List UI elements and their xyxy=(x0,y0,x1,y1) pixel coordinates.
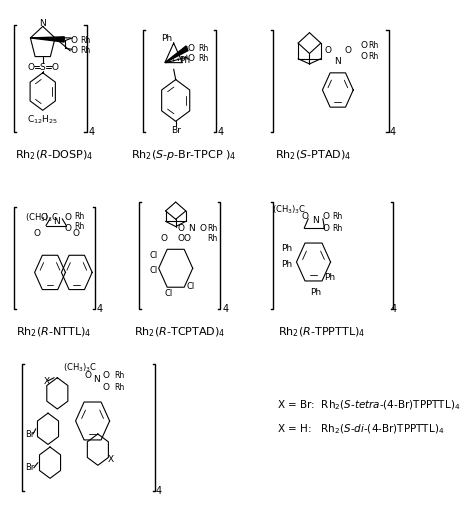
Text: 4: 4 xyxy=(391,304,397,314)
Text: C$_{12}$H$_{25}$: C$_{12}$H$_{25}$ xyxy=(27,114,58,126)
Text: O: O xyxy=(84,371,91,380)
Text: Rh$_2$($R$-TPPTTL)$_4$: Rh$_2$($R$-TPPTTL)$_4$ xyxy=(278,325,365,339)
Polygon shape xyxy=(165,46,188,63)
Text: (CH$_3$)$_3$C: (CH$_3$)$_3$C xyxy=(25,212,59,224)
Text: Cl: Cl xyxy=(164,289,173,298)
Text: O: O xyxy=(345,47,352,56)
Text: Ph: Ph xyxy=(161,35,172,43)
Text: 4: 4 xyxy=(155,486,162,496)
Text: O: O xyxy=(72,229,79,238)
Text: O: O xyxy=(361,52,368,61)
Text: Rh: Rh xyxy=(333,224,343,233)
Text: O: O xyxy=(322,212,329,221)
Text: O: O xyxy=(302,212,309,221)
Text: N: N xyxy=(39,19,46,28)
Text: Rh$_2$($S$-PTAD)$_4$: Rh$_2$($S$-PTAD)$_4$ xyxy=(275,148,352,162)
Text: Br: Br xyxy=(171,126,181,135)
Text: N: N xyxy=(312,216,319,225)
Text: O: O xyxy=(40,213,47,222)
Text: O: O xyxy=(322,224,329,233)
Text: X = Br:  Rh$_2$($S$-$tetra$-(4-Br)TPPTTL)$_4$: X = Br: Rh$_2$($S$-$tetra$-(4-Br)TPPTTL)… xyxy=(277,399,460,412)
Text: O: O xyxy=(65,213,72,222)
Text: Cl: Cl xyxy=(149,250,157,260)
Text: Rh: Rh xyxy=(81,36,91,45)
Text: 4: 4 xyxy=(218,127,224,137)
Text: (CH$_3$)$_3$C: (CH$_3$)$_3$C xyxy=(272,204,306,216)
Text: Rh: Rh xyxy=(198,54,209,63)
Text: Rh$_2$($R$-NTTL)$_4$: Rh$_2$($R$-NTTL)$_4$ xyxy=(17,325,92,339)
Text: Ph: Ph xyxy=(324,273,335,282)
Text: Rh: Rh xyxy=(74,212,85,221)
Text: N: N xyxy=(189,224,195,233)
Polygon shape xyxy=(30,37,64,42)
Text: Rh$_2$($S$-$p$-Br-TPCP )$_4$: Rh$_2$($S$-$p$-Br-TPCP )$_4$ xyxy=(131,148,237,162)
Text: O: O xyxy=(65,224,72,233)
Text: Rh: Rh xyxy=(74,222,85,231)
Text: Rh: Rh xyxy=(333,212,343,221)
Text: 4: 4 xyxy=(88,127,94,137)
Text: N: N xyxy=(93,375,100,384)
Text: O: O xyxy=(70,36,77,45)
Text: Rh: Rh xyxy=(198,44,209,53)
Text: 4: 4 xyxy=(96,304,102,314)
Text: O: O xyxy=(102,383,109,391)
Text: Ph: Ph xyxy=(179,56,190,64)
Text: N: N xyxy=(53,217,60,226)
Text: O: O xyxy=(177,234,184,243)
Text: Rh$_2$($R$-DOSP)$_4$: Rh$_2$($R$-DOSP)$_4$ xyxy=(15,148,93,162)
Text: Rh: Rh xyxy=(207,224,217,233)
Text: Rh: Rh xyxy=(81,47,91,56)
Text: O: O xyxy=(51,63,58,72)
Text: Rh: Rh xyxy=(207,234,217,243)
Text: O: O xyxy=(324,47,331,56)
Text: Rh: Rh xyxy=(114,371,124,380)
Text: O: O xyxy=(33,229,40,238)
Text: X: X xyxy=(44,377,50,386)
Text: O: O xyxy=(177,224,184,233)
Text: O: O xyxy=(161,234,168,243)
Text: Br: Br xyxy=(25,430,35,439)
Text: X: X xyxy=(108,454,114,464)
Text: O: O xyxy=(200,224,206,233)
Text: O: O xyxy=(183,234,191,243)
Text: O: O xyxy=(27,63,34,72)
Text: Rh: Rh xyxy=(114,383,124,391)
Text: Br: Br xyxy=(25,463,35,472)
Text: X = H:   Rh$_2$($S$-$di$-(4-Br)TPPTTL)$_4$: X = H: Rh$_2$($S$-$di$-(4-Br)TPPTTL)$_4$ xyxy=(277,422,445,435)
Text: 4: 4 xyxy=(390,127,396,137)
Text: Cl: Cl xyxy=(187,282,195,291)
Text: O: O xyxy=(188,54,195,63)
Text: O: O xyxy=(361,41,368,50)
Text: Cl: Cl xyxy=(149,266,157,275)
Text: Ph: Ph xyxy=(310,288,321,297)
Text: (CH$_3$)$_3$C: (CH$_3$)$_3$C xyxy=(64,361,98,374)
Text: O: O xyxy=(188,44,195,53)
Text: Rh: Rh xyxy=(368,52,379,61)
Text: N: N xyxy=(335,57,341,66)
Text: 4: 4 xyxy=(222,304,228,314)
Text: S: S xyxy=(40,63,46,72)
Text: Ph: Ph xyxy=(282,245,293,254)
Text: Rh$_2$($R$-TCPTAD)$_4$: Rh$_2$($R$-TCPTAD)$_4$ xyxy=(134,325,226,339)
Text: O: O xyxy=(70,47,77,56)
Text: O: O xyxy=(102,371,109,380)
Text: Ph: Ph xyxy=(282,260,293,269)
Text: Rh: Rh xyxy=(368,41,379,50)
